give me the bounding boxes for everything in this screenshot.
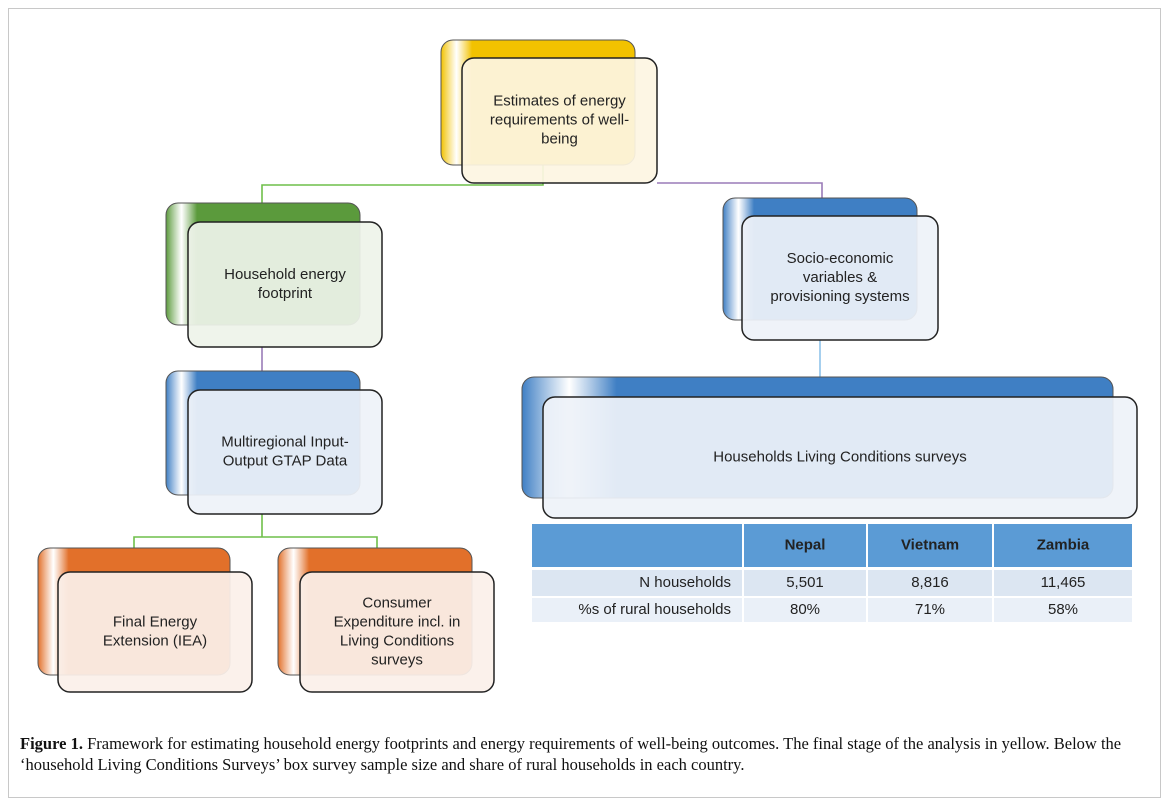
node-label: being [541, 130, 578, 147]
node: Final Energy Extension (IEA) [37, 547, 253, 693]
table-cell [744, 598, 866, 622]
node-label: Living Conditions [340, 632, 454, 649]
table-cell [994, 524, 1132, 567]
table-cell [744, 570, 866, 596]
node-label: Final Energy [113, 613, 198, 630]
node-label: Consumer [362, 594, 431, 611]
node: Household energy footprint [165, 202, 383, 348]
table-header: Nepal [785, 536, 826, 553]
table-cell [532, 570, 742, 596]
node-label: footprint [258, 285, 313, 302]
table-cell [868, 598, 992, 622]
node: Households Living Conditions surveys [521, 376, 1138, 519]
table-value: 8,816 [911, 574, 949, 591]
node-front [461, 57, 658, 184]
node-label: Households Living Conditions surveys [713, 448, 966, 465]
node: Consumer Expenditure incl. in Living Condi… [277, 547, 495, 693]
node-label: Output GTAP Data [223, 452, 348, 469]
node-label: Extension (IEA) [103, 632, 207, 649]
node-label: Multiregional Input- [221, 433, 349, 450]
caption: Figure 1. Framework for estimating house… [20, 733, 1145, 775]
table-value: 58% [1048, 601, 1078, 618]
table-value: 11,465 [1041, 574, 1086, 591]
node-front [741, 215, 939, 341]
node: Estimates of energy requirements of well-… [440, 39, 658, 184]
table-cell [868, 524, 992, 567]
node-label: surveys [371, 651, 423, 668]
table-cell [532, 598, 742, 622]
table-cell [994, 598, 1132, 622]
table-value: %s of rural households [578, 601, 731, 618]
node-label: Household energy [224, 266, 346, 283]
node-front [187, 389, 383, 515]
table-cell [868, 570, 992, 596]
node: Multiregional Input- Output GTAP Data [165, 370, 383, 515]
figure-frame [8, 8, 1161, 798]
table-value: 80% [790, 601, 820, 618]
table-header: Zambia [1037, 536, 1090, 553]
connector [657, 182, 823, 198]
table-cell [532, 524, 742, 567]
table-value: N households [639, 574, 731, 591]
table-header: Vietnam [901, 536, 959, 553]
node-front [57, 571, 253, 693]
connector [133, 536, 378, 548]
node-label: requirements of well- [490, 111, 629, 128]
table-value: 71% [915, 601, 945, 618]
node-label: Estimates of energy [493, 92, 626, 109]
caption-text: Framework for estimating household energ… [20, 734, 1122, 774]
table-cell [744, 524, 866, 567]
caption-label: Figure 1. [20, 734, 83, 753]
node-label: Expenditure incl. in [334, 613, 461, 630]
diagram: Estimates of energy requirements of well-… [37, 39, 1138, 693]
connectors [133, 165, 823, 548]
node-label: Socio-economic [787, 250, 894, 267]
node-front [299, 571, 495, 693]
table-cell [994, 570, 1132, 596]
node-label: provisioning systems [770, 288, 909, 305]
node-front [542, 396, 1138, 519]
node-label: variables & [803, 269, 877, 286]
node: Socio-economic variables & provisioning sy… [722, 197, 939, 341]
table-value: 5,501 [786, 574, 824, 591]
node-front [187, 221, 383, 348]
